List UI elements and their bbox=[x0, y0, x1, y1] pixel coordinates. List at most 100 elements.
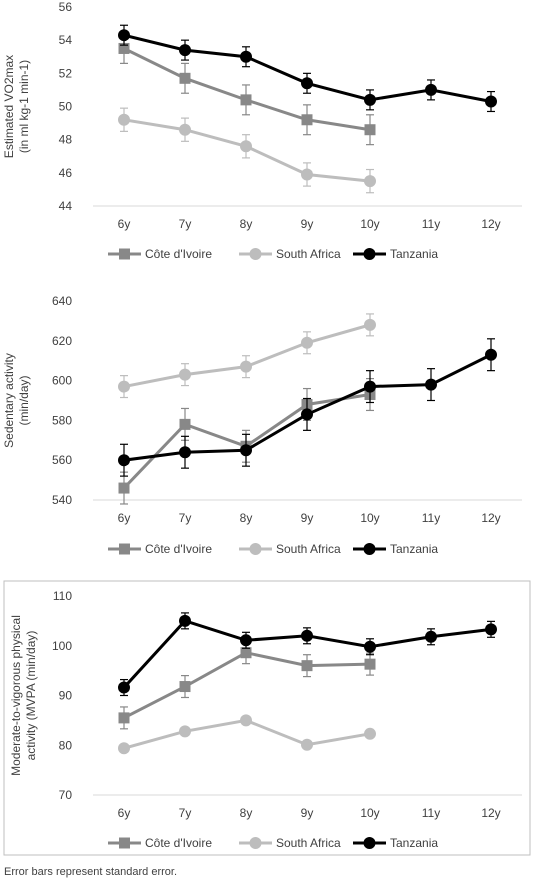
x-tick-label: 8y bbox=[240, 806, 253, 820]
y-axis-label: (in ml kg-1 min-1) bbox=[17, 60, 31, 153]
y-tick-label: 540 bbox=[52, 493, 72, 507]
data-point bbox=[364, 658, 376, 670]
legend-label: South Africa bbox=[276, 247, 341, 261]
x-tick-label: 11y bbox=[422, 217, 440, 231]
legend-marker bbox=[249, 837, 262, 849]
series-tanzania bbox=[118, 24, 497, 113]
x-tick-label: 7y bbox=[179, 511, 192, 525]
data-point bbox=[364, 727, 376, 740]
legend-item: Tanzania bbox=[353, 836, 438, 850]
legend-item: Côte d'Ivoire bbox=[108, 836, 212, 850]
y-tick-label: 44 bbox=[59, 199, 73, 213]
data-point bbox=[118, 380, 130, 393]
data-point bbox=[364, 318, 376, 331]
y-axis-label: Estimated VO2max bbox=[2, 55, 16, 158]
data-point bbox=[179, 681, 191, 693]
series-south-africa bbox=[118, 107, 376, 194]
y-axis-label: (min/day) bbox=[17, 375, 31, 425]
y-tick-label: 56 bbox=[59, 0, 73, 14]
data-point bbox=[364, 124, 376, 136]
series-c-te-d-ivoire bbox=[118, 32, 376, 146]
data-point bbox=[179, 725, 191, 738]
data-point bbox=[179, 418, 191, 430]
y-axis-label: Sedentary activity bbox=[2, 353, 16, 448]
data-point bbox=[179, 368, 191, 381]
data-point bbox=[301, 660, 313, 672]
y-tick-label: 580 bbox=[52, 413, 72, 427]
y-axis-label: activity (MVPA (min/day) bbox=[24, 631, 38, 761]
legend-label: Côte d'Ivoire bbox=[145, 542, 212, 556]
x-tick-label: 10y bbox=[360, 217, 379, 231]
data-point bbox=[485, 348, 497, 361]
data-point bbox=[301, 168, 313, 181]
x-tick-label: 9y bbox=[301, 806, 314, 820]
data-point bbox=[118, 742, 130, 755]
legend-label: Tanzania bbox=[390, 542, 438, 556]
data-point bbox=[240, 140, 252, 153]
data-point bbox=[118, 681, 130, 694]
legend-label: Côte d'Ivoire bbox=[145, 836, 212, 850]
data-point bbox=[425, 83, 437, 96]
data-point bbox=[301, 408, 313, 421]
legend-marker bbox=[119, 837, 130, 849]
y-tick-label: 560 bbox=[52, 453, 72, 467]
x-tick-label: 6y bbox=[118, 217, 131, 231]
y-tick-label: 620 bbox=[52, 334, 72, 348]
legend-marker bbox=[119, 248, 130, 260]
y-tick-label: 70 bbox=[59, 788, 73, 802]
legend-marker bbox=[249, 543, 262, 555]
data-point bbox=[118, 42, 130, 54]
chart-mvpa: 70 80 90 100 110 6y 7y 8y 9y 10y 11y 12y Moderate-to… bbox=[9, 589, 522, 850]
x-tick-label: 11y bbox=[422, 806, 440, 820]
data-point bbox=[179, 44, 191, 57]
legend-marker bbox=[363, 837, 376, 849]
x-tick-label: 8y bbox=[240, 217, 253, 231]
x-tick-label: 7y bbox=[179, 806, 192, 820]
data-point bbox=[240, 714, 252, 727]
data-point bbox=[118, 29, 130, 42]
y-axis-label: Moderate-to-vigorous physical bbox=[9, 615, 23, 776]
legend-label: South Africa bbox=[276, 836, 341, 850]
data-point bbox=[364, 175, 376, 188]
data-point bbox=[240, 634, 252, 647]
data-point bbox=[118, 113, 130, 126]
data-point bbox=[179, 72, 191, 84]
y-tick-label: 54 bbox=[59, 33, 73, 47]
x-tick-label: 12y bbox=[481, 806, 500, 820]
legend-item: South Africa bbox=[239, 542, 341, 556]
legend-marker bbox=[249, 248, 262, 260]
data-point bbox=[179, 446, 191, 459]
y-tick-label: 110 bbox=[53, 589, 72, 603]
legend-marker bbox=[363, 248, 376, 260]
chart-vo2max: 44 46 48 50 52 54 56 6y 7y 8y 9y 10y 11y 12y Estimated… bbox=[2, 0, 522, 261]
data-point bbox=[364, 640, 376, 653]
x-tick-label: 6y bbox=[118, 511, 131, 525]
x-tick-label: 12y bbox=[481, 217, 500, 231]
series-south-africa bbox=[118, 313, 376, 399]
legend-item: Tanzania bbox=[353, 542, 438, 556]
series-tanzania bbox=[118, 612, 497, 697]
data-point bbox=[118, 712, 130, 724]
legend-label: Tanzania bbox=[390, 836, 438, 850]
data-point bbox=[301, 629, 313, 642]
data-point bbox=[240, 444, 252, 457]
legend-item: Côte d'Ivoire bbox=[108, 542, 212, 556]
legend-label: South Africa bbox=[276, 542, 341, 556]
data-point bbox=[240, 360, 252, 373]
legend-label: Tanzania bbox=[390, 247, 438, 261]
legend-marker bbox=[119, 543, 130, 555]
legend-item: South Africa bbox=[239, 836, 341, 850]
y-tick-label: 640 bbox=[52, 294, 72, 308]
x-tick-label: 9y bbox=[301, 217, 314, 231]
data-point bbox=[118, 454, 130, 467]
data-point bbox=[301, 114, 313, 126]
x-tick-label: 9y bbox=[301, 511, 314, 525]
legend-marker bbox=[363, 543, 376, 555]
x-tick-label: 10y bbox=[360, 806, 379, 820]
series-south-africa bbox=[118, 714, 376, 755]
x-tick-label: 10y bbox=[360, 511, 379, 525]
series-c-te-d-ivoire bbox=[118, 641, 376, 730]
x-tick-label: 8y bbox=[240, 511, 253, 525]
footnote: Error bars represent standard error. bbox=[4, 866, 177, 878]
